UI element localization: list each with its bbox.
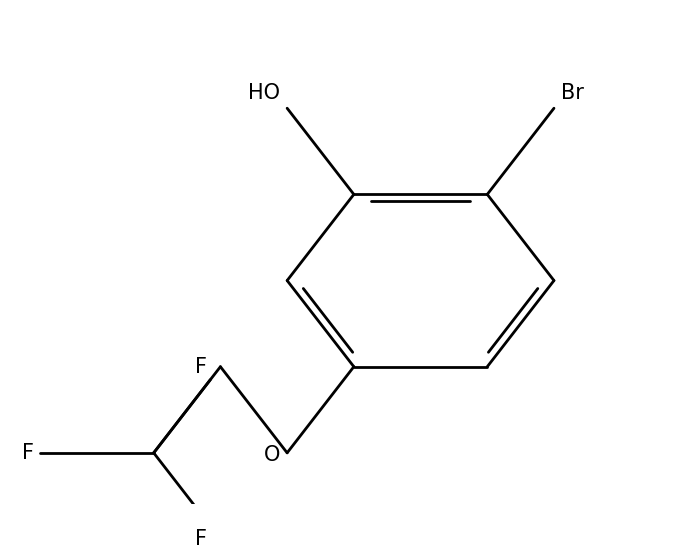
Text: F: F bbox=[195, 529, 207, 549]
Text: O: O bbox=[264, 445, 281, 465]
Text: F: F bbox=[195, 357, 207, 377]
Text: HO: HO bbox=[249, 83, 281, 103]
Text: Br: Br bbox=[560, 83, 584, 103]
Text: F: F bbox=[22, 443, 33, 463]
